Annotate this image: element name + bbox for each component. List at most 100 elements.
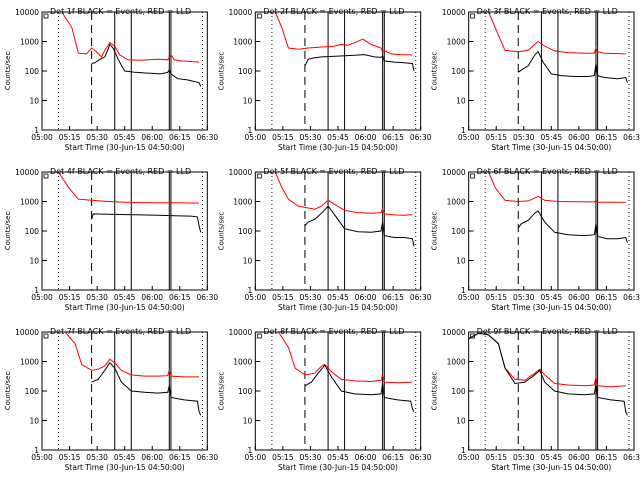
y-tick-label: 10 — [29, 417, 39, 426]
x-tick-label: 06:15 — [596, 293, 618, 302]
x-tick-label: 05:30 — [86, 133, 108, 142]
plot-frame — [468, 331, 635, 451]
x-tick-label: 05:30 — [86, 293, 108, 302]
y-axis-label: Counts/sec — [4, 52, 12, 91]
x-tick-label: 06:15 — [382, 453, 404, 462]
series-line-lld — [468, 332, 626, 388]
y-tick-label: 10000 — [228, 328, 252, 337]
y-tick-label: 10000 — [228, 168, 252, 177]
y-tick-label: 1000 — [447, 198, 466, 207]
x-tick-label: 05:30 — [513, 293, 535, 302]
series-line-events — [517, 50, 628, 83]
plot-frame — [41, 331, 208, 451]
x-axis-label: Start Time (30-Jun-15 04:50:00) — [491, 143, 611, 152]
chart-title: Det 7f BLACK = Events, RED = LLD — [50, 327, 191, 336]
y-tick-label: 10 — [243, 97, 253, 106]
chart-panel-8: 1 10 100 1000 10000 05:00 05:15 05:30 05:45 06:00… — [217, 327, 431, 472]
y-tick-label: 1000 — [20, 198, 39, 207]
x-tick-label: 05:30 — [86, 453, 108, 462]
y-axis-label: Counts/sec — [217, 52, 225, 91]
x-tick-label: 06:30 — [410, 133, 432, 142]
y-tick-label: 1000 — [233, 358, 252, 367]
chart-title: Det 6f BLACK = Events, RED = LLD — [477, 167, 618, 176]
x-tick-label: 05:45 — [327, 293, 349, 302]
x-tick-label: 05:00 — [31, 453, 53, 462]
x-tick-label: 05:15 — [59, 293, 81, 302]
y-axis-label: Counts/sec — [431, 372, 439, 411]
series-line-lld — [255, 12, 413, 56]
chart-panel-9: 1 10 100 1000 10000 05:00 05:15 05:30 05:45 06:00… — [431, 327, 640, 472]
x-axis-label: Start Time (30-Jun-15 04:50:00) — [278, 143, 398, 152]
x-tick-label: 05:45 — [541, 133, 563, 142]
x-tick-label: 05:00 — [458, 293, 480, 302]
legend-glyph — [43, 333, 49, 339]
x-tick-label: 05:45 — [114, 293, 136, 302]
y-tick-label: 100 — [25, 387, 40, 396]
series-line-events — [91, 43, 202, 87]
series-line-lld — [468, 172, 626, 203]
x-tick-label: 06:30 — [410, 453, 432, 462]
chart-panel-3: 1 10 100 1000 10000 05:00 05:15 05:30 05:45 06:00… — [431, 7, 640, 152]
y-tick-label: 1000 — [20, 38, 39, 47]
x-tick-label: 06:30 — [410, 293, 432, 302]
y-tick-label: 1000 — [447, 358, 466, 367]
x-tick-label: 05:00 — [245, 133, 267, 142]
chart-title: Det 9f BLACK = Events, RED = LLD — [477, 327, 618, 336]
x-tick-label: 06:15 — [169, 453, 191, 462]
x-tick-label: 05:00 — [458, 133, 480, 142]
y-tick-label: 1 — [248, 446, 253, 455]
x-tick-label: 06:30 — [197, 133, 219, 142]
y-axis-label: Counts/sec — [431, 212, 439, 251]
x-tick-label: 05:15 — [272, 453, 294, 462]
plot-frame — [254, 331, 422, 451]
x-tick-label: 05:45 — [541, 293, 563, 302]
y-tick-label: 10 — [243, 257, 253, 266]
chart-panel-5: 1 10 100 1000 10000 05:00 05:15 05:30 05:45 06:00… — [217, 167, 431, 312]
x-tick-label: 05:45 — [114, 453, 136, 462]
legend-glyph — [256, 13, 262, 19]
series-line-events — [91, 213, 202, 233]
x-tick-label: 06:15 — [169, 293, 191, 302]
y-tick-label: 100 — [451, 387, 466, 396]
y-axis-label: Counts/sec — [4, 212, 12, 251]
x-axis-label: Start Time (30-Jun-15 04:50:00) — [65, 143, 185, 152]
y-tick-label: 1000 — [233, 198, 252, 207]
chart-panel-4: 1 10 100 1000 10000 05:00 05:15 05:30 05:45 06:00… — [4, 167, 218, 312]
y-tick-label: 100 — [25, 227, 40, 236]
y-axis-label: Counts/sec — [431, 52, 439, 91]
chart-title: Det 3f BLACK = Events, RED = LLD — [477, 7, 618, 16]
legend-glyph — [43, 13, 49, 19]
x-tick-label: 05:30 — [513, 453, 535, 462]
x-tick-label: 05:00 — [31, 133, 53, 142]
x-axis-label: Start Time (30-Jun-15 04:50:00) — [491, 303, 611, 312]
y-tick-label: 10 — [456, 257, 466, 266]
chart-title: Det 4f BLACK = Events, RED = LLD — [50, 167, 191, 176]
y-tick-label: 1 — [248, 286, 253, 295]
y-tick-label: 100 — [25, 67, 40, 76]
x-tick-label: 06:00 — [141, 293, 163, 302]
series-line-lld — [255, 172, 413, 216]
x-tick-label: 05:15 — [272, 293, 294, 302]
x-tick-label: 06:30 — [197, 293, 219, 302]
y-tick-label: 1000 — [447, 38, 466, 47]
x-axis-label: Start Time (30-Jun-15 04:50:00) — [278, 463, 398, 472]
y-tick-label: 1 — [461, 126, 466, 135]
x-tick-label: 06:00 — [568, 293, 590, 302]
x-tick-label: 06:15 — [382, 133, 404, 142]
x-tick-label: 06:00 — [141, 133, 163, 142]
x-tick-label: 06:30 — [623, 453, 640, 462]
y-tick-label: 10000 — [442, 328, 466, 337]
x-axis-label: Start Time (30-Jun-15 04:50:00) — [65, 303, 185, 312]
y-axis-label: Counts/sec — [4, 372, 12, 411]
x-tick-label: 05:00 — [31, 293, 53, 302]
y-tick-label: 100 — [238, 387, 253, 396]
x-tick-label: 05:45 — [114, 133, 136, 142]
series-line-events — [304, 205, 415, 247]
y-tick-label: 10000 — [15, 8, 39, 17]
y-tick-label: 10000 — [15, 328, 39, 337]
y-tick-label: 100 — [238, 227, 253, 236]
x-tick-label: 06:15 — [596, 133, 618, 142]
chart-panel-7: 1 10 100 1000 10000 05:00 05:15 05:30 05:45 06:00… — [4, 327, 218, 472]
legend-glyph — [43, 173, 49, 179]
chart-title: Det 8f BLACK = Events, RED = LLD — [263, 327, 404, 336]
